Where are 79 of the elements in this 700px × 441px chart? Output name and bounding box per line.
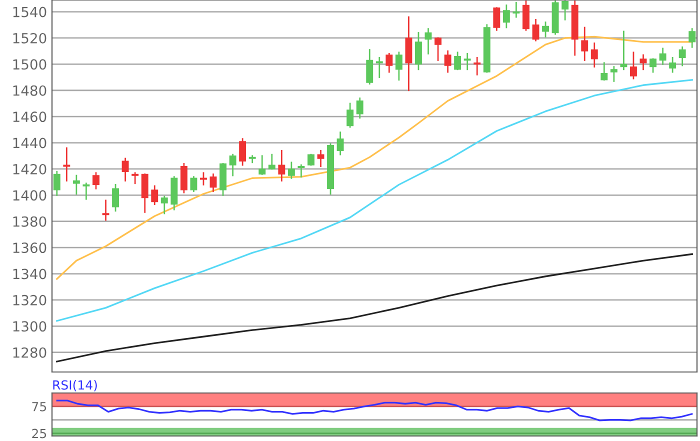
y-tick-label: 1440 xyxy=(13,138,46,148)
candlestick xyxy=(248,155,256,164)
candlestick xyxy=(346,102,354,128)
candlestick xyxy=(317,150,324,168)
y-tick-label: 1480 xyxy=(13,85,46,96)
candlestick xyxy=(141,174,148,213)
candlestick xyxy=(376,56,383,78)
candlestick xyxy=(502,4,510,28)
candlestick xyxy=(688,28,696,48)
line-series xyxy=(56,253,693,362)
candlestick xyxy=(356,98,364,119)
candlestick xyxy=(288,162,295,179)
candlestick xyxy=(200,172,207,186)
candlestick xyxy=(493,7,500,31)
candlestick xyxy=(415,32,422,70)
y-tick-label: 1400 xyxy=(13,190,46,201)
candlestick xyxy=(268,154,276,170)
candlestick xyxy=(102,200,110,221)
y-tick-label: 25 xyxy=(32,428,46,438)
candlestick xyxy=(532,18,540,42)
candlestick xyxy=(562,0,569,20)
y-tick-label: 1360 xyxy=(13,242,46,254)
y-tick-label: 1500 xyxy=(13,59,46,70)
candlestick xyxy=(512,2,520,18)
candlestick xyxy=(474,56,481,76)
candlestick xyxy=(650,58,656,73)
y-tick-label: 1520 xyxy=(13,32,46,44)
candlestick xyxy=(659,48,666,65)
candlestick xyxy=(298,164,305,178)
candlestick xyxy=(190,176,198,192)
candlestick xyxy=(180,163,188,194)
candlestick xyxy=(122,158,129,182)
y-tick-label: 1460 xyxy=(13,112,46,122)
candlestick xyxy=(258,155,266,175)
candlestick xyxy=(600,62,608,81)
candlestick xyxy=(210,174,217,192)
candlestick xyxy=(53,170,60,196)
y-tick-label: 1340 xyxy=(13,268,46,280)
candlestick xyxy=(424,28,432,54)
candlestick xyxy=(229,154,236,176)
y-tick-label: 1420 xyxy=(13,164,46,174)
candlestick xyxy=(464,53,471,70)
candlestick xyxy=(678,46,686,66)
candlestick xyxy=(82,182,90,200)
candlestick xyxy=(160,196,168,214)
candlestick xyxy=(630,52,637,80)
line-series xyxy=(56,400,693,422)
candlestick xyxy=(386,53,393,73)
candlestick xyxy=(444,50,452,73)
y-tick-label: 1300 xyxy=(13,321,46,332)
candlestick xyxy=(590,42,598,68)
candlestick xyxy=(366,49,374,85)
candlestick xyxy=(669,56,676,73)
y-tick-label: 1320 xyxy=(13,294,46,306)
y-tick-label: 1380 xyxy=(13,216,46,227)
candlestick xyxy=(308,154,314,166)
candlestick xyxy=(112,184,119,212)
candlestick xyxy=(151,185,158,206)
candlestick xyxy=(434,37,442,61)
candlestick xyxy=(72,174,80,195)
candlestick xyxy=(522,0,530,31)
candlestick xyxy=(610,66,618,82)
candlestick xyxy=(542,22,549,38)
candlestick xyxy=(620,30,628,70)
y-tick-label: 75 xyxy=(32,402,46,412)
candlestick xyxy=(395,52,402,81)
candlestick xyxy=(278,150,286,182)
y-tick-label: 1280 xyxy=(13,347,46,358)
candlestick xyxy=(239,138,246,166)
candlestick xyxy=(336,132,344,156)
candlestick xyxy=(581,26,588,61)
line-series xyxy=(56,79,693,322)
candlestick xyxy=(132,172,139,184)
candlestick xyxy=(454,52,462,70)
candlestick xyxy=(92,172,100,190)
y-tick-label: 1540 xyxy=(13,6,46,18)
candlestick xyxy=(63,147,70,182)
candlestick xyxy=(640,54,647,70)
chart-title: RSI(14) xyxy=(53,380,97,392)
